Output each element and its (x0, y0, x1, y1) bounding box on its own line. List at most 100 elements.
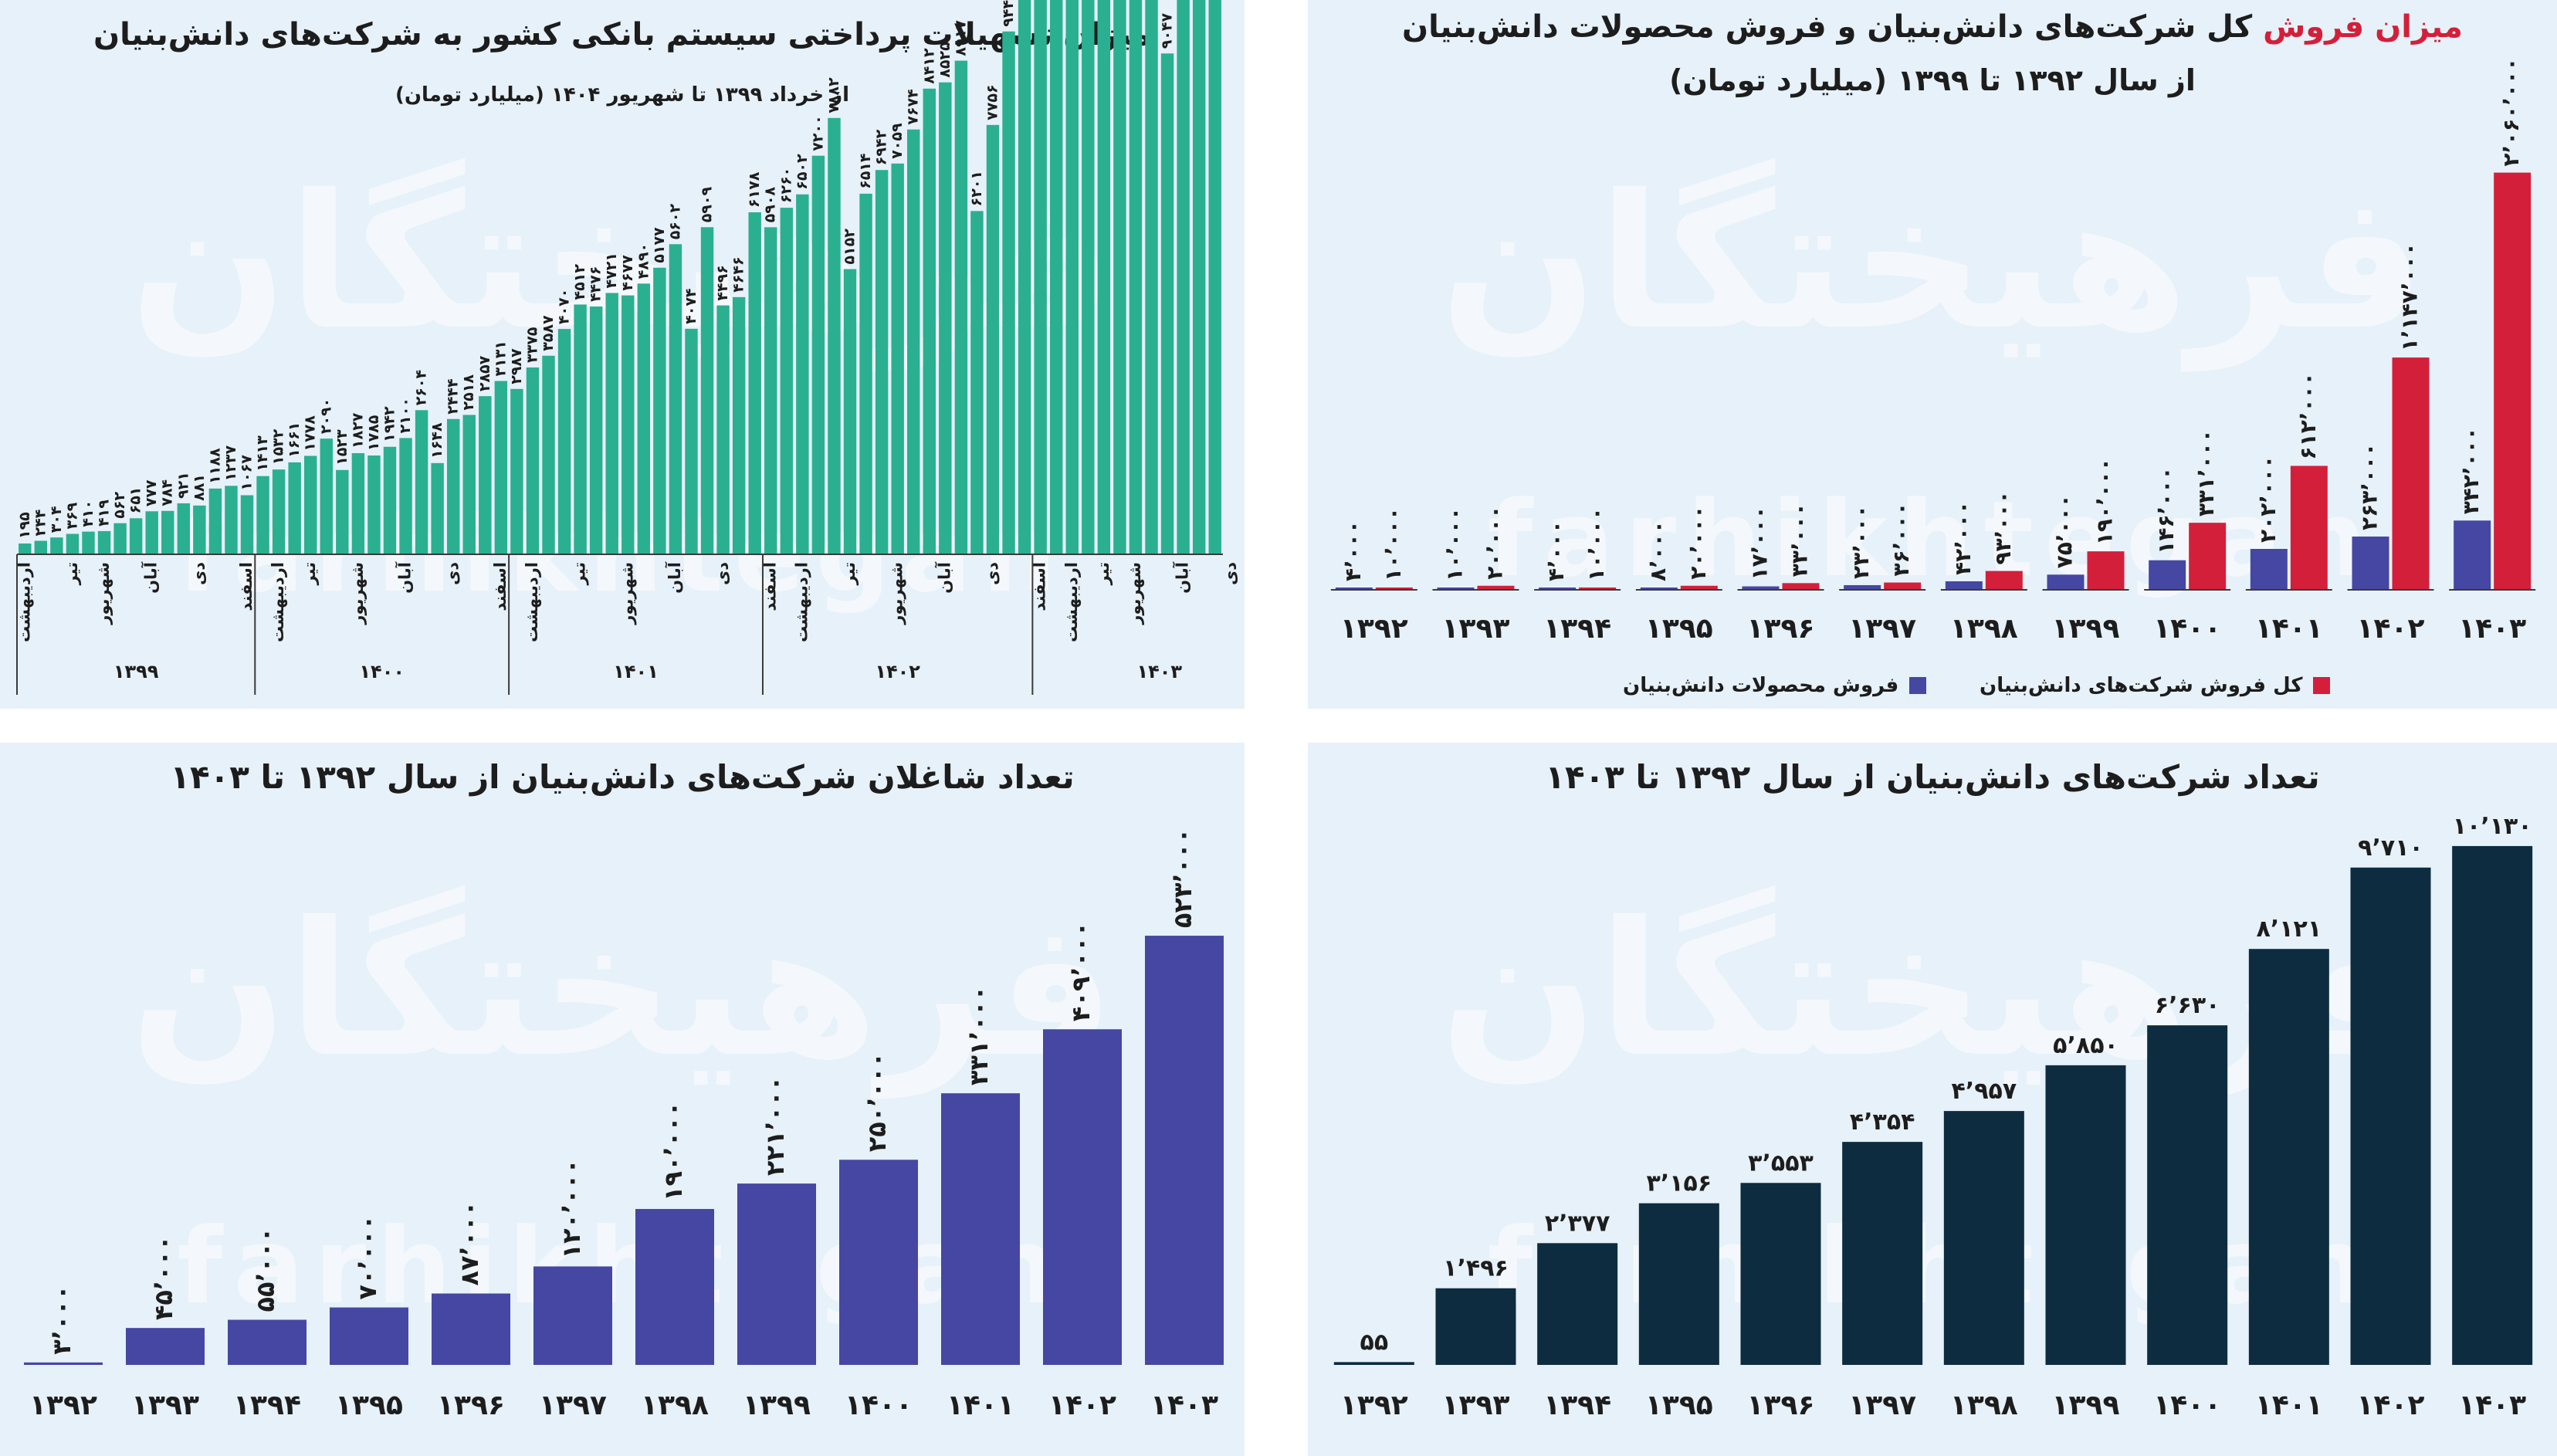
loan-bar (510, 388, 523, 554)
sales-value-label-products: ۲۳٬۰۰۰ (1848, 505, 1874, 579)
loan-bar (208, 488, 222, 554)
loan-month-label: اسفند (237, 562, 256, 611)
loan-value-label: ۱۷۷۸ (302, 415, 319, 452)
loan-bar (431, 462, 444, 554)
loan-month-label: آبان (1173, 561, 1192, 594)
employees-bar (839, 1160, 918, 1365)
loan-value-label: ۹۰۴۷ (1159, 12, 1176, 49)
sales-bar-products (1742, 586, 1780, 590)
employees-bar (1043, 1029, 1122, 1365)
loan-month-label: آبان (141, 561, 161, 594)
loans-subtitle: از خرداد ۱۳۹۹ تا شهریور ۱۴۰۴ (میلیارد تو… (395, 83, 850, 107)
loan-bar (145, 511, 158, 554)
companies-bar (2045, 1065, 2126, 1365)
sales-value-label-products: ۴٬۰۰۰ (1543, 520, 1569, 581)
companies-category-label: ۱۴۰۰ (2153, 1390, 2221, 1421)
sales-value-label-products: ۲۶۳٬۰۰۰ (2357, 443, 2383, 530)
sales-value-label-products: ۴٬۰۰۰ (1340, 520, 1366, 581)
loan-value-label: ۵۶۲ (111, 492, 128, 519)
companies-title: تعداد شرکت‌های دانش‌بنیان از سال ۱۳۹۲ تا… (1545, 758, 2320, 796)
legend-swatch-products (1909, 677, 1927, 694)
sales-bar-total (1985, 571, 2023, 590)
companies-value-label: ۸٬۱۲۱ (2257, 916, 2322, 943)
loan-bar (367, 455, 381, 554)
companies-category-label: ۱۳۹۲ (1340, 1390, 1408, 1421)
sales-value-label-products: ۷۵٬۰۰۰ (2052, 494, 2078, 568)
employees-category-label: ۱۳۹۲ (29, 1390, 97, 1421)
employees-bar (24, 1362, 103, 1365)
companies-value-label: ۵٬۸۵۰ (2053, 1032, 2118, 1059)
loans-chart: ۱۹۵۲۴۴۳۰۴۳۶۹۴۱۰۴۱۹۵۶۲۶۵۱۷۷۷۷۸۴۹۲۱۸۸۱۱۱۸۸… (15, 0, 1239, 695)
employees-bar (126, 1328, 205, 1365)
loan-value-label: ۲۴۴ (32, 510, 49, 537)
loan-month-label: تیر (63, 562, 81, 586)
loan-month-label: دی (443, 562, 462, 585)
loan-bar (19, 543, 32, 554)
employees-category-label: ۱۳۹۸ (641, 1390, 709, 1421)
loan-value-label: ۲۹۸۷ (508, 348, 525, 384)
sales-value-label-products: ۱۷٬۰۰۰ (1747, 506, 1773, 580)
loan-bar (732, 296, 746, 554)
loan-year-label: ۱۳۹۹ (113, 661, 159, 682)
sales-bar-products (1945, 581, 1983, 590)
sales-value-label-total: ۲٬۰۶۰٬۰۰۰ (2498, 58, 2524, 167)
sales-value-label-total: ۳۳۱٬۰۰۰ (2193, 429, 2219, 516)
loan-bar (923, 88, 936, 555)
sales-value-label-products: ۱۰٬۰۰۰ (1442, 507, 1468, 581)
loan-bar (875, 170, 889, 554)
loan-value-label: ۷۲۰۰ (809, 115, 826, 151)
loan-bar (685, 328, 698, 554)
loan-value-label: ۳۳۷۵ (523, 327, 540, 363)
sales-category-label: ۱۳۹۵ (1645, 613, 1713, 645)
loan-bar (1208, 0, 1221, 554)
companies-value-label: ۳٬۱۵۶ (1647, 1170, 1712, 1197)
loan-bar (811, 155, 825, 554)
loan-bar (256, 476, 269, 554)
loan-month-label: اسفند (760, 562, 779, 611)
companies-chart: ۵۵ ۱۳۹۲ ۱٬۴۹۶ ۱۳۹۳ ۲٬۳۷۷ ۱۳۹۴ ۳٬۱۵۶ ۱۳۹۵ ۳٬۵۵۳ ۱۳… (1333, 813, 2533, 1421)
loan-bar (637, 283, 651, 554)
loan-bar (272, 469, 286, 554)
loan-bar (859, 193, 872, 554)
companies-category-label: ۱۳۹۸ (1950, 1390, 2018, 1421)
employees-category-label: ۱۳۹۳ (131, 1390, 199, 1421)
loan-bar (1177, 0, 1190, 554)
sales-bar-total (1680, 585, 1718, 590)
sales-value-label-total: ۹۳٬۰۰۰ (1990, 491, 2016, 565)
loan-bar (415, 410, 428, 554)
sales-bar-products (2352, 537, 2389, 590)
loan-month-label: دی (189, 562, 208, 585)
sales-bar-products (1844, 584, 1881, 590)
loan-value-label: ۱۷۸۵ (365, 415, 382, 451)
companies-bar (2452, 845, 2533, 1365)
sales-value-label-total: ۲۰٬۰۰۰ (1482, 506, 1508, 580)
companies-bar (1537, 1243, 1618, 1365)
loan-value-label: ۲۶۰۴ (413, 370, 430, 405)
loan-bar (193, 505, 206, 554)
loan-bar (780, 208, 794, 554)
loan-bar (462, 415, 476, 554)
loan-month-label: دی (713, 562, 732, 585)
sales-bar-products (2454, 520, 2491, 590)
loan-value-label: ۲۱۰۰ (397, 398, 414, 433)
sales-category-label: ۱۳۹۸ (1950, 613, 2018, 645)
loan-bar (1049, 0, 1063, 554)
loan-month-label: اردیبهشت (269, 562, 287, 642)
loan-value-label: ۱۱۸۸ (206, 448, 223, 484)
loan-bar (970, 211, 984, 554)
sales-bar-total (1782, 583, 1820, 590)
loan-value-label: ۴۰۷۰ (556, 289, 573, 324)
sales-bar-total (2087, 551, 2125, 590)
companies-category-label: ۱۳۹۳ (1442, 1390, 1510, 1421)
loan-value-label: ۶۹۴۲ (873, 129, 890, 165)
companies-category-label: ۱۳۹۶ (1747, 1390, 1815, 1421)
loan-bar (1097, 0, 1111, 554)
sales-bar-products (2047, 574, 2085, 590)
companies-value-label: ۹٬۷۱۰ (2358, 835, 2423, 862)
employees-bar (941, 1093, 1020, 1365)
loan-bar (1192, 0, 1206, 554)
loan-value-label: ۳۵۸۷ (540, 315, 557, 351)
loan-value-label: ۴۰۷۴ (682, 288, 699, 323)
sales-bar-total (2494, 172, 2532, 590)
employees-value-label: ۳٬۰۰۰ (47, 1285, 76, 1355)
